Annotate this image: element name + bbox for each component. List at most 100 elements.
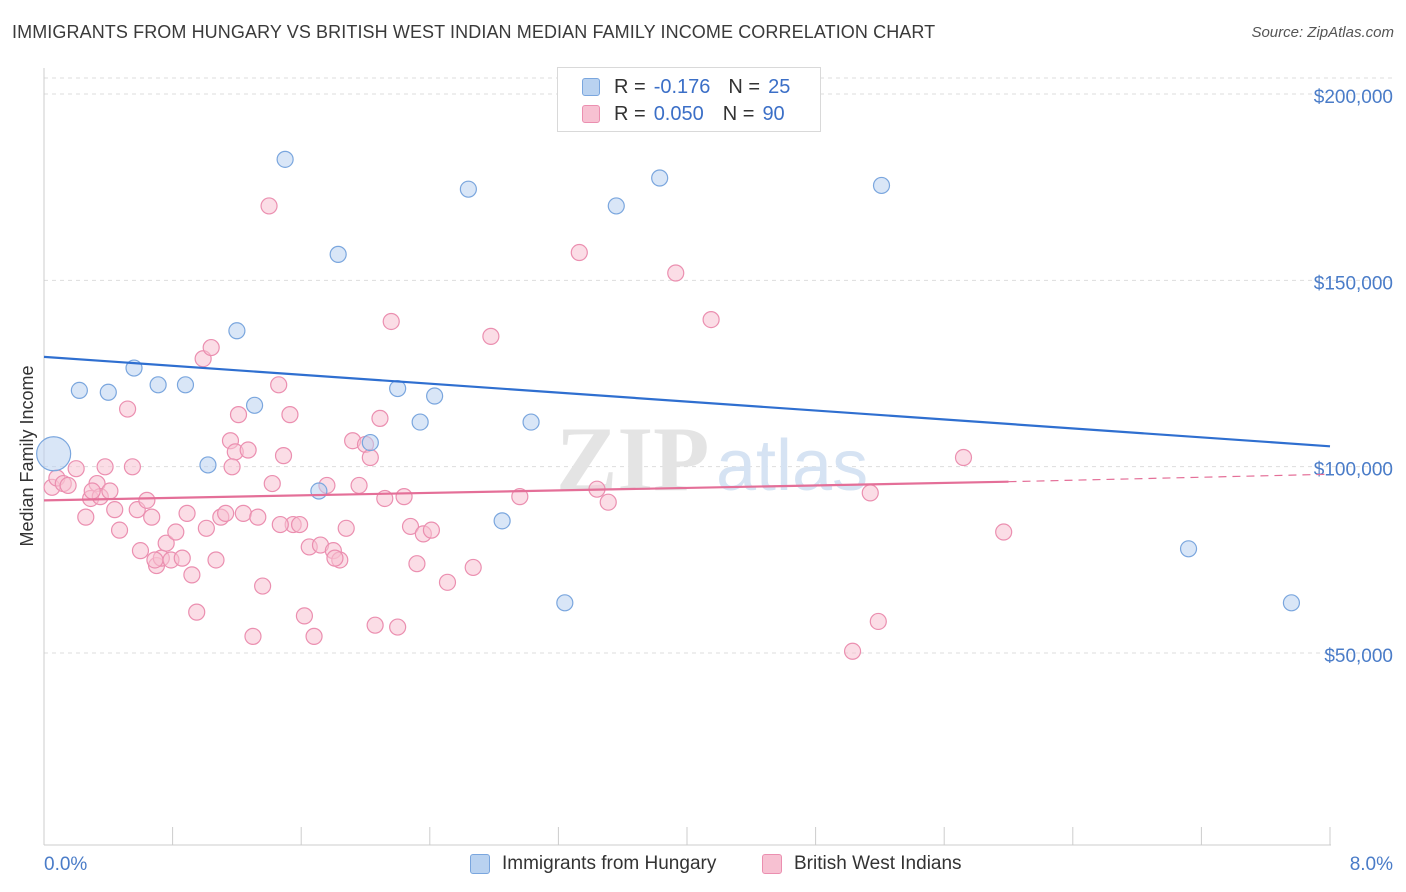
data-point [228,322,246,340]
bottom-legend-hungary: Immigrants from Hungary [470,851,716,877]
data-point [77,508,95,526]
data-point [67,460,85,478]
data-point [459,180,477,198]
data-point [260,197,278,215]
watermark: ZIP atlas [556,408,868,510]
data-point [199,456,217,474]
data-point [493,512,511,530]
data-point [254,577,272,595]
legend-r-value-bwi: 0.050 [653,102,704,125]
data-point [245,396,264,414]
trend-line-bwi [43,480,1009,502]
data-point [408,555,426,573]
y-tick-label: $100,000 [1314,460,1393,481]
y-tick-labels: $50,000 $100,000 $150,000 $200,000 [1314,87,1393,667]
data-point [305,627,323,645]
gridlines [44,77,1393,654]
data-point [1179,540,1198,558]
data-point [872,176,891,195]
data-point [167,523,185,541]
data-point [234,504,252,522]
data-point [207,551,225,569]
data-point [183,566,201,584]
data-point [702,311,720,329]
data-point [106,501,124,519]
data-point [464,558,482,577]
data-point [290,515,309,534]
data-point [482,327,500,345]
legend-r-label: R = [614,102,646,125]
data-point [522,413,540,431]
data-point [202,338,220,357]
data-point [843,642,862,660]
data-point [138,491,156,509]
data-point [197,519,215,537]
legend-n-label: N = [722,102,755,125]
legend-swatch-pink [582,105,600,123]
data-point [270,376,288,394]
data-point [274,447,293,465]
data-point [110,521,129,539]
data-point [310,482,328,500]
data-point [217,504,235,522]
data-point [422,521,441,539]
series-immigrants-from-hungary [36,150,1301,612]
bottom-legend-label-hungary: Immigrants from Hungary [502,853,717,874]
watermark-atlas: atlas [716,426,868,506]
bottom-legend-bwi: British West Indians [762,851,962,877]
data-point [276,150,294,168]
data-point [249,508,267,526]
source-credit: Source: ZipAtlas.com [1251,24,1394,41]
data-point [329,245,347,263]
data-point [607,197,625,215]
data-point [99,383,117,401]
data-point [176,376,195,394]
legend-n-value-hungary: 25 [768,75,791,98]
bottom-legend-label-bwi: British West Indians [794,853,962,874]
trend-line-bwi-extrapolated [1008,473,1331,483]
chart-title: IMMIGRANTS FROM HUNGARY VS BRITISH WEST … [12,22,936,42]
data-point [401,517,420,536]
data-point [244,627,262,645]
data-point [1282,594,1301,612]
x-tick-labels: 0.0% 8.0% [44,854,1393,875]
data-point [395,488,413,506]
correlation-legend: R = -0.176 N = 25 R = 0.050 N = 90 [557,67,821,132]
data-point [426,387,444,405]
data-point [70,381,88,400]
legend-r-label: R = [614,75,646,98]
data-point [556,594,574,612]
bottom-legend-swatch-pink [762,854,782,874]
legend-swatch-blue [582,78,600,96]
legend-row-hungary: R = -0.176 N = 25 [582,75,790,99]
legend-n-label: N = [728,75,761,98]
data-point [371,409,389,427]
x-tick-max: 8.0% [1350,854,1393,875]
data-point [96,458,114,476]
data-point [326,549,344,567]
y-tick-label: $50,000 [1324,646,1393,667]
data-point [146,551,164,569]
data-point [143,508,161,526]
data-point [869,612,887,631]
data-point [361,448,379,467]
bottom-legend-swatch-blue [470,854,490,874]
data-point [337,519,355,537]
legend-row-bwi: R = 0.050 N = 90 [582,102,785,126]
data-point [599,493,617,511]
series-british-west-indians [43,197,1013,660]
data-point [361,433,379,452]
x-tick-min: 0.0% [44,854,87,875]
data-point [223,458,241,476]
data-point [118,400,137,418]
data-point [188,603,206,621]
data-point [350,476,368,495]
legend-n-value-bwi: 90 [762,102,785,125]
data-point [263,474,281,493]
y-tick-label: $200,000 [1314,87,1393,108]
data-point [149,376,167,394]
data-point [389,618,407,636]
watermark-zip: ZIP [556,408,709,510]
data-point [382,312,400,331]
